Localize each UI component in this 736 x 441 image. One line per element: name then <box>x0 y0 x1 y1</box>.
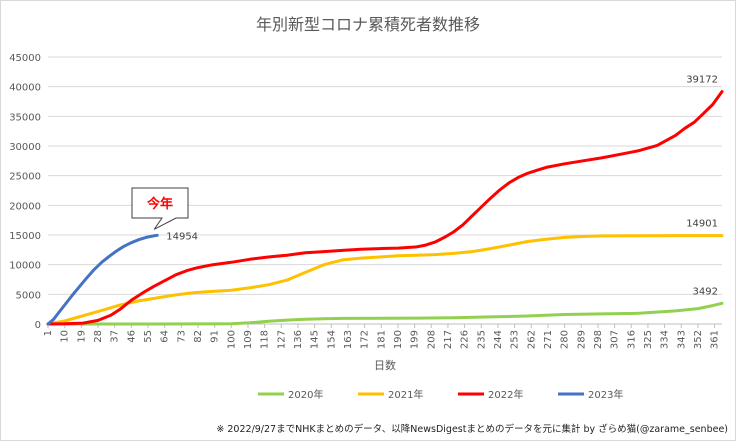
y-axis: 0 5000 10000 15000 20000 25000 30000 35000 40000… <box>9 53 41 331</box>
x-tick-label: 343 <box>676 330 687 349</box>
y-tick-label: 20000 <box>9 201 41 212</box>
x-tick-label: 361 <box>710 330 721 349</box>
data-labels: 3492 14901 39172 14954 <box>166 75 718 298</box>
x-tick-label: 118 <box>260 330 271 349</box>
x-tick-label: 46 <box>126 330 137 343</box>
y-tick-label: 0 <box>35 320 41 331</box>
x-tick-label: 1 <box>43 330 54 336</box>
x-tick-label: 298 <box>593 330 604 349</box>
x-axis: 1 10 19 28 37 46 55 64 73 82 91 100 109 118 127 136 145 1… <box>43 323 722 349</box>
x-tick-label: 352 <box>693 330 704 349</box>
data-label-2021年: 14901 <box>686 219 718 230</box>
x-tick-label: 226 <box>460 330 471 349</box>
x-tick-label: 334 <box>660 330 671 349</box>
data-label-2022年: 39172 <box>686 75 718 86</box>
series-line-2020年 <box>46 301 724 326</box>
legend-label-2020年: 2020年 <box>288 388 323 401</box>
x-tick-label: 145 <box>310 330 321 349</box>
x-tick-label: 73 <box>176 330 187 343</box>
y-tick-label: 5000 <box>16 290 41 301</box>
x-tick-label: 100 <box>226 330 237 349</box>
data-label-2023年: 14954 <box>166 231 198 242</box>
y-tick-label: 45000 <box>9 53 41 64</box>
x-tick-label: 271 <box>543 330 554 349</box>
x-axis-label: 日数 <box>374 359 396 372</box>
annotation-callout: 今年 <box>131 187 189 230</box>
callout-box <box>131 187 189 230</box>
x-tick-label: 163 <box>343 330 354 349</box>
x-tick-label: 91 <box>210 330 221 343</box>
x-tick-label: 190 <box>393 330 404 349</box>
x-tick-label: 154 <box>326 330 337 349</box>
series-line-2021年 <box>46 234 724 326</box>
x-tick-label: 127 <box>276 330 287 349</box>
data-label-2020年: 3492 <box>693 286 718 297</box>
x-tick-label: 28 <box>93 330 104 343</box>
y-tick-label: 15000 <box>9 231 41 242</box>
x-tick-label: 235 <box>476 330 487 349</box>
x-tick-label: 262 <box>526 330 537 349</box>
legend-label-2022年: 2022年 <box>488 388 523 401</box>
gridlines <box>48 56 722 325</box>
y-tick-label: 35000 <box>9 112 41 123</box>
x-tick-label: 253 <box>510 330 521 349</box>
y-tick-label: 25000 <box>9 172 41 183</box>
x-tick-label: 10 <box>60 330 71 343</box>
legend-label-2023年: 2023年 <box>588 388 623 401</box>
x-tick-label: 19 <box>76 330 87 343</box>
legend-label-2021年: 2021年 <box>388 388 423 401</box>
x-tick-label: 172 <box>360 330 371 349</box>
x-tick-label: 181 <box>376 330 387 349</box>
series-line-2022年 <box>46 90 724 326</box>
callout-text: 今年 <box>146 196 173 212</box>
x-tick-label: 307 <box>610 330 621 349</box>
x-tick-label: 64 <box>160 330 171 343</box>
x-tick-label: 136 <box>293 330 304 349</box>
y-tick-label: 10000 <box>9 261 41 272</box>
x-tick-label: 316 <box>626 330 637 349</box>
chart-title: 年別新型コロナ累積死者数推移 <box>256 15 480 34</box>
y-tick-label: 30000 <box>9 142 41 153</box>
x-tick-label: 289 <box>576 330 587 349</box>
series-line-2023年 <box>46 233 159 326</box>
x-tick-label: 217 <box>443 330 454 349</box>
x-tick-label: 109 <box>243 330 254 349</box>
footnote: ※ 2022/9/27までNHKまとめのデータ、以降NewsDigestまとめの… <box>216 424 728 435</box>
legend: 2020年 2021年 2022年 2023年 <box>258 388 623 401</box>
y-tick-label: 40000 <box>9 83 41 94</box>
series-lines <box>46 90 724 326</box>
x-tick-label: 37 <box>110 330 121 343</box>
x-tick-label: 280 <box>560 330 571 349</box>
x-tick-label: 325 <box>643 330 654 349</box>
x-tick-label: 82 <box>193 330 204 343</box>
x-tick-label: 199 <box>410 330 421 349</box>
x-tick-label: 55 <box>143 330 154 343</box>
x-tick-label: 244 <box>493 330 504 349</box>
x-tick-label: 208 <box>426 330 437 349</box>
